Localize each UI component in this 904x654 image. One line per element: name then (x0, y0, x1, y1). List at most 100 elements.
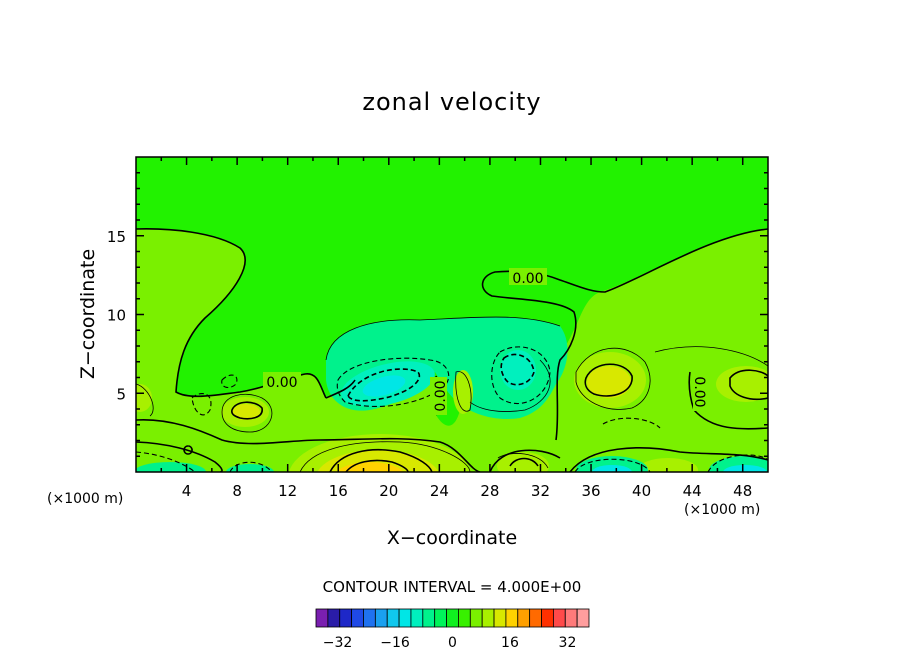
contour-pos12-bottom (345, 459, 409, 472)
x-tick-label: 32 (531, 482, 550, 500)
y-tick-label: 5 (116, 385, 126, 403)
contour-neg4-30 (491, 346, 551, 405)
contour-zero-bottom-left (136, 441, 223, 472)
contour-interval-44 (654, 346, 768, 367)
contour-pos8-48 (729, 369, 768, 401)
colorbar-swatch (529, 608, 542, 628)
colorbar-tick-label: −16 (380, 635, 410, 651)
contour-neg4-bottom-left (136, 451, 196, 472)
contour-pos8-bottom (329, 449, 433, 472)
contour-interval-9 (221, 394, 273, 433)
axis-ticks (136, 157, 768, 472)
contour-neg4-40 (602, 417, 661, 429)
contour-neg4-center (336, 357, 450, 408)
colorbar-tick-label: 16 (501, 635, 519, 651)
colorbar-swatch (339, 608, 353, 628)
contour-interval-edge (136, 383, 154, 417)
field-negative-right-core (500, 350, 536, 390)
contour-fields: 0.00 0.00 0.00 0.00 (136, 157, 768, 472)
contour-zero-lower (136, 419, 481, 472)
x-axis-unit-left: (×1000 m) (47, 491, 124, 507)
contour-neg4-bottom-8 (229, 461, 273, 472)
field-negative-bottom-38 (576, 456, 648, 472)
colorbar-tick-label: 0 (448, 635, 457, 651)
contour-labels: 0.00 0.00 0.00 0.00 (263, 268, 710, 415)
field-positive-blob-edge (136, 384, 152, 412)
field-positive-blob-9-core (232, 404, 260, 420)
field-negative-center-peak (362, 375, 406, 397)
y-tick-label: 15 (107, 228, 126, 246)
contour-neg4-6 (191, 392, 212, 416)
y-axis-label: Z−coordinate (77, 248, 99, 380)
x-tick-label: 24 (430, 482, 449, 500)
colorbar-swatch (517, 608, 531, 628)
x-axis-unit-right: (×1000 m) (684, 502, 761, 518)
colorbar-swatch (327, 608, 341, 628)
colorbar-swatch (493, 608, 507, 628)
contour-neg4-8 (221, 374, 238, 389)
x-tick-label: 12 (278, 482, 297, 500)
colorbar-swatch (481, 608, 495, 628)
contour-zero-center (481, 228, 768, 441)
contour-pos4-26 (455, 371, 472, 412)
contour-label-backing (693, 373, 710, 411)
contour-interval-upper (325, 316, 561, 361)
contour-interval-bottom (299, 441, 471, 472)
contour-neg4-bottom-38 (574, 458, 651, 472)
colorbar-swatch (446, 608, 459, 628)
colorbar-swatch (434, 608, 447, 628)
contour-neg4-bottom-48 (707, 454, 768, 472)
contour-label: 0.00 (266, 375, 297, 391)
field-positive-bottom-wide (288, 434, 472, 472)
colorbar-swatch (552, 608, 566, 628)
field-negative-bottom-left (136, 462, 206, 472)
colorbar-swatch (363, 608, 376, 628)
colorbar-swatch (351, 608, 364, 628)
contour-pos8-36 (584, 363, 633, 397)
contour-zero-left (136, 228, 327, 399)
field-positive-blob-36-core (587, 366, 631, 398)
colorbar: −32 −16 0 16 32 (315, 608, 590, 651)
contour-pos8-9 (231, 401, 263, 420)
x-tick-label: 44 (683, 482, 702, 500)
colorbar-swatch (374, 608, 388, 628)
contour-zero-left-tail (325, 379, 356, 399)
colorbar-tick-label: −32 (323, 635, 353, 651)
x-tick-label: 40 (632, 482, 651, 500)
colorbar-swatch (410, 608, 424, 628)
contour-zero-lower-30 (489, 449, 561, 472)
contour-label: 0.00 (512, 271, 543, 287)
contour-label-backing (430, 377, 447, 415)
colorbar-swatch (576, 608, 590, 628)
x-tick-label: 28 (480, 482, 499, 500)
field-positive-bottom-peak (336, 462, 404, 472)
x-tick-label: 16 (329, 482, 348, 500)
colorbar-swatch (315, 608, 329, 628)
colorbar-swatch (422, 608, 436, 628)
colorbar-swatch (398, 608, 412, 628)
colorbar-swatch (505, 608, 519, 628)
x-tick-label: 8 (232, 482, 242, 500)
field-negative-bottom-38-core (592, 465, 632, 472)
contour-interval-30 (497, 453, 549, 469)
x-tick-label: 20 (379, 482, 398, 500)
contour-zero-dot (183, 445, 193, 455)
y-tick-label: 10 (107, 307, 126, 325)
colorbar-swatch (564, 608, 578, 628)
contour-label-backing (263, 372, 301, 389)
chart-title: zonal velocity (362, 88, 542, 116)
colorbar-tick-label: 32 (559, 635, 577, 651)
x-tick-label: 36 (581, 482, 600, 500)
field-negative-bottom-48-core (723, 465, 767, 472)
x-axis-label: X−coordinate (386, 527, 518, 549)
contour-label: 0.00 (433, 380, 449, 411)
colorbar-swatch (458, 608, 471, 628)
colorbar-swatch (386, 608, 400, 628)
contour-neg8-center (347, 368, 421, 402)
x-tick-label: 48 (733, 482, 752, 500)
contour-interval-text: CONTOUR INTERVAL = 4.000E+00 (322, 578, 582, 596)
x-tick-label: 4 (182, 482, 192, 500)
